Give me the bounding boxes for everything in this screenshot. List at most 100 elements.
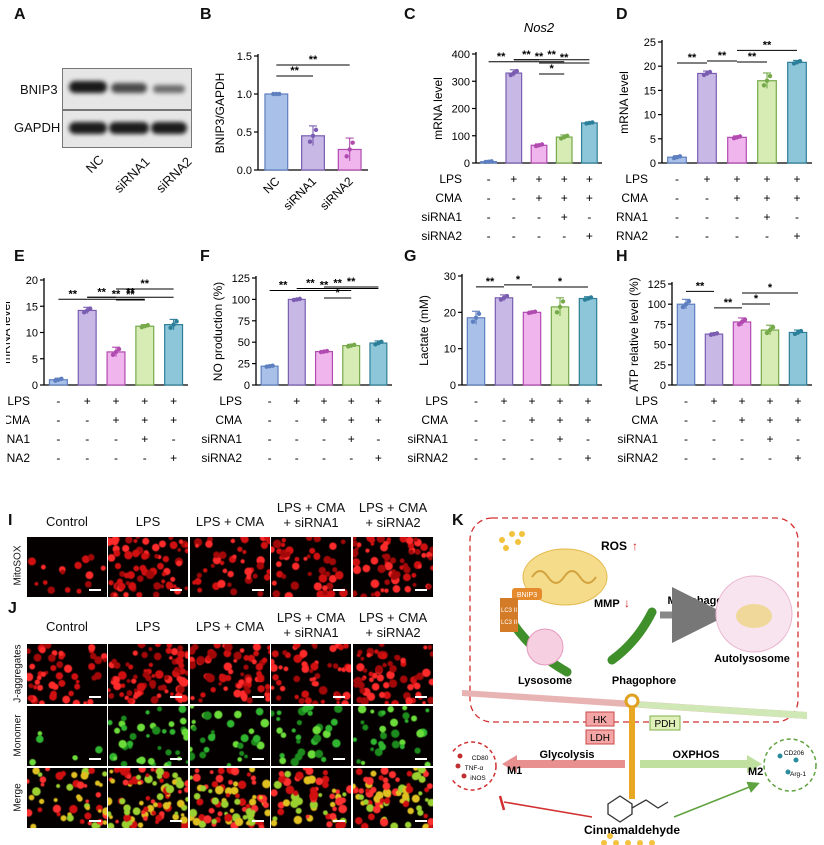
condition-symbol: + [84, 394, 91, 408]
sig-label: ** [306, 278, 315, 290]
scale-bar [333, 820, 345, 822]
condition-symbol: - [684, 451, 688, 465]
condition-symbol: + [535, 172, 542, 186]
condition-symbol: - [172, 432, 176, 446]
data-point [761, 83, 767, 88]
micrograph [271, 644, 351, 704]
data-point [379, 339, 384, 344]
ldh-box [585, 729, 615, 745]
pdh-box [649, 715, 681, 731]
scale-bar [89, 589, 101, 591]
condition-row-label: LPS [625, 172, 648, 186]
scale-bar [415, 696, 427, 698]
condition-symbol: + [766, 413, 773, 427]
sig-label: ** [333, 278, 342, 290]
bar [697, 72, 717, 164]
panel-label-g: G [404, 248, 417, 265]
band [69, 81, 107, 93]
micrograph [190, 706, 270, 766]
chart-title: Cd80 [721, 20, 753, 23]
inos-label: iNOS [470, 775, 486, 782]
condition-symbol: - [114, 432, 118, 446]
condition-symbol: + [141, 432, 148, 446]
scale-bar [333, 696, 345, 698]
condition-row-label: siRNA2 [616, 229, 648, 243]
data-point [476, 311, 482, 317]
y-tick-label: 0 [450, 380, 456, 392]
arg1-label: Arg-1 [790, 771, 806, 778]
micrograph [353, 537, 433, 597]
lc3-label-2: LC3 II [501, 620, 517, 626]
lc3-label-1: LC3 II [501, 608, 517, 614]
hk-label: HK [593, 715, 607, 726]
condition-symbol: + [500, 394, 507, 408]
data-point [683, 302, 689, 307]
data-point [767, 73, 773, 79]
drug-label: Cinnamaldehyde [584, 823, 680, 837]
data-point [145, 323, 150, 328]
lysosome-icon [526, 628, 564, 666]
condition-symbol: + [293, 394, 300, 408]
condition-row-label: siRNA1 [616, 210, 648, 224]
j-row-label: Merge [12, 783, 24, 812]
data-point [539, 142, 545, 147]
scale-bar [252, 589, 264, 591]
bnip3-label: BNIP3 [517, 592, 537, 599]
wb-lane-nc: NC [82, 152, 107, 176]
condition-symbol: - [735, 210, 739, 224]
sig-label: ** [141, 278, 150, 290]
band [109, 122, 149, 134]
bar [787, 61, 807, 164]
condition-symbol: + [561, 210, 568, 224]
ldh-label: LDH [590, 733, 610, 744]
sig-label: ** [696, 280, 705, 292]
condition-symbol: + [561, 172, 568, 186]
bar [260, 365, 279, 386]
sig-label: ** [724, 297, 733, 309]
bar [135, 325, 155, 386]
scale-bar [415, 589, 427, 591]
y-tick-label: 0 [464, 158, 470, 170]
sig-label: ** [560, 52, 569, 64]
schematic-k: BNIP3 ROS ↑ MMP ↓ LC3 II LC3 II Lysosome… [452, 517, 817, 845]
condition-symbol: - [85, 432, 89, 446]
micrograph [108, 768, 188, 828]
condition-symbol: - [143, 451, 147, 465]
y-tick-label: 10 [644, 110, 656, 122]
pivot [624, 693, 640, 709]
data-point [307, 139, 313, 144]
data-point [470, 319, 476, 324]
bar [264, 93, 289, 171]
bar [494, 297, 514, 386]
y-tick-label: 30 [444, 271, 456, 283]
data-point [798, 328, 804, 334]
scale-bar [333, 589, 345, 591]
condition-symbol: + [794, 394, 801, 408]
micrograph [190, 768, 270, 828]
sig-label: ** [309, 54, 318, 66]
condition-symbol: - [295, 413, 299, 427]
scale-bar [170, 820, 182, 822]
condition-symbol: + [733, 172, 740, 186]
m1-label: M1 [507, 765, 522, 777]
condition-symbol: - [268, 432, 272, 446]
condition-symbol: - [487, 229, 491, 243]
condition-symbol: + [586, 191, 593, 205]
condition-symbol: + [584, 413, 591, 427]
data-point [324, 348, 330, 354]
micrograph [108, 706, 188, 766]
condition-symbol: - [675, 172, 679, 186]
scale-bar [170, 758, 182, 760]
scale-bar [415, 758, 427, 760]
data-point [686, 299, 692, 304]
condition-symbol: - [474, 451, 478, 465]
condition-symbol: - [487, 210, 491, 224]
condition-symbol: - [349, 451, 353, 465]
condition-symbol: + [794, 451, 801, 465]
condition-row-label: LPS [425, 394, 448, 408]
y-tick-label: 0 [650, 158, 656, 170]
sig-label: ** [69, 288, 78, 300]
y-tick-label: 25 [644, 37, 656, 49]
data-point [174, 319, 179, 324]
